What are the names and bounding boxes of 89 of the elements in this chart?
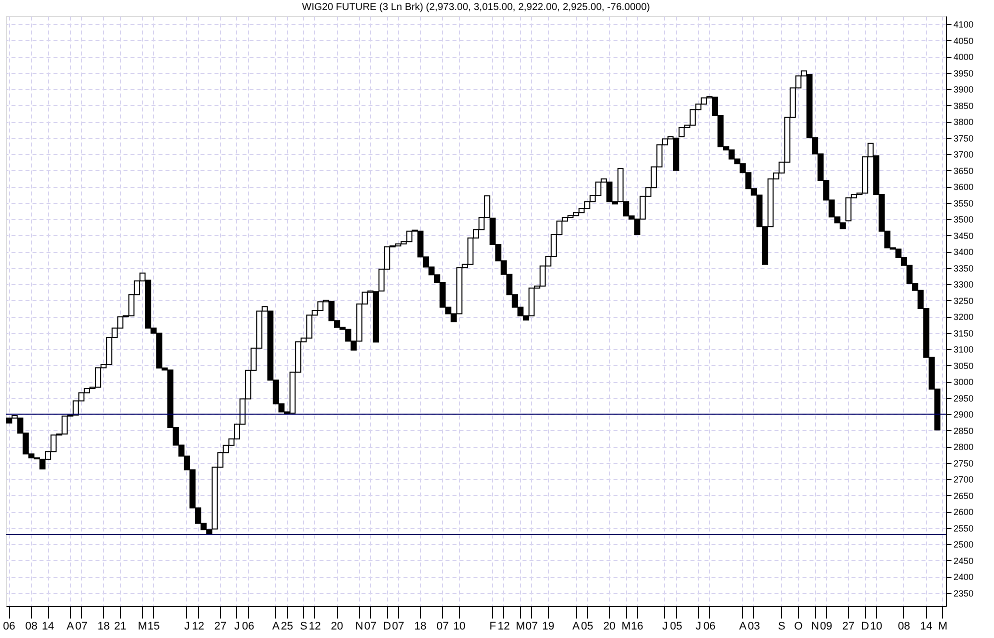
- x-tick-label: D: [383, 620, 392, 632]
- x-tick-label: 05: [670, 620, 682, 632]
- x-tick-label: 16: [631, 620, 644, 632]
- x-tick-label: O: [794, 620, 804, 632]
- x-tick-label: 18: [414, 620, 427, 632]
- y-tick-label: 3850: [954, 100, 974, 111]
- y-tick-label: 2450: [954, 556, 974, 566]
- x-tick-label: N: [355, 620, 364, 632]
- x-tick-label: 20: [603, 620, 616, 632]
- y-tick-label: 3650: [954, 166, 974, 176]
- y-tick-label: 3100: [954, 344, 974, 355]
- y-tick-label: 2550: [954, 523, 974, 534]
- y-tick-label: 2350: [954, 588, 974, 598]
- y-tick-label: 3450: [954, 230, 974, 241]
- x-tick-label: 09: [820, 620, 832, 632]
- x-tick-label: S: [300, 620, 308, 632]
- x-tick-label: 15: [148, 620, 160, 632]
- x-tick-label: 25: [280, 620, 294, 632]
- x-tick-label: J: [662, 620, 668, 632]
- x-tick-label: S: [778, 620, 786, 632]
- x-tick-label: A: [66, 620, 75, 632]
- x-tick-label: M: [516, 620, 526, 632]
- x-tick-label: 12: [498, 620, 510, 632]
- x-tick-label: 10: [870, 620, 882, 632]
- x-tick-label: 18: [97, 620, 110, 632]
- y-tick-label: 2400: [954, 572, 974, 582]
- x-tick-label: 19: [542, 620, 554, 632]
- x-tick-label: 12: [192, 620, 204, 632]
- x-tick-label: 06: [703, 620, 716, 632]
- y-tick-label: 3050: [954, 360, 974, 371]
- chart-title: WIG20 FUTURE (3 Ln Brk) (2,973.00, 3,015.00, 2,922.00, 2,925.00, -76.0000): [302, 2, 650, 13]
- x-tick-label: 07: [436, 620, 449, 632]
- x-tick-label: 07: [392, 620, 404, 632]
- x-tick-label: M: [621, 620, 631, 632]
- x-tick-label: 07: [364, 620, 377, 632]
- y-tick-label: 2500: [954, 540, 974, 550]
- x-tick-label: 21: [114, 620, 126, 632]
- y-tick-label: 3000: [954, 377, 974, 388]
- y-tick-label: 3600: [954, 182, 974, 192]
- x-tick-label: 05: [581, 620, 594, 632]
- x-tick-label: 06: [2, 620, 16, 632]
- y-tick-label: 2650: [954, 490, 974, 501]
- x-tick-label: 07: [525, 620, 538, 632]
- x-tick-label: 06: [242, 620, 254, 632]
- x-tick-label: N: [811, 620, 820, 632]
- x-tick-label: 20: [330, 620, 344, 632]
- y-tick-label: 2800: [954, 442, 974, 452]
- x-tick-label: 07: [75, 620, 88, 632]
- y-tick-label: 3400: [954, 247, 974, 258]
- x-tick-label: 12: [308, 620, 321, 632]
- x-tick-label: J: [696, 620, 702, 632]
- y-tick-label: 2950: [954, 393, 974, 404]
- x-tick-label: M: [138, 620, 148, 632]
- x-tick-label: J: [184, 620, 190, 632]
- y-tick-label: 3200: [954, 312, 974, 322]
- y-tick-label: 3150: [954, 328, 974, 338]
- y-tick-label: 2850: [954, 426, 974, 436]
- x-tick-label: 03: [748, 620, 760, 632]
- x-tick-label: A: [572, 620, 580, 632]
- x-tick-label: 14: [42, 620, 54, 632]
- y-tick-label: 4050: [954, 36, 974, 46]
- y-tick-label: 2900: [954, 410, 974, 420]
- x-tick-label: 08: [25, 620, 38, 632]
- y-tick-label: 4100: [954, 20, 974, 30]
- y-tick-label: 3700: [954, 150, 974, 160]
- y-tick-label: 4000: [954, 52, 974, 62]
- y-tick-label: 3500: [954, 214, 974, 225]
- x-tick-label: 27: [214, 620, 226, 632]
- y-tick-label: 3550: [954, 198, 974, 208]
- x-tick-label: J: [234, 620, 240, 632]
- y-tick-label: 3250: [954, 296, 974, 306]
- x-tick-label: D: [861, 620, 870, 632]
- y-tick-label: 3300: [954, 280, 974, 290]
- y-tick-label: 3350: [954, 263, 974, 274]
- x-tick-label: F: [489, 620, 496, 632]
- y-tick-label: 2600: [954, 507, 974, 518]
- x-tick-label: M: [938, 620, 948, 632]
- y-tick-label: 3900: [954, 84, 974, 95]
- x-tick-label: A: [739, 620, 748, 632]
- x-tick-label: A: [272, 620, 280, 632]
- x-tick-label: 14: [920, 620, 932, 632]
- x-tick-label: 10: [453, 620, 466, 632]
- y-tick-label: 2700: [954, 474, 974, 485]
- y-tick-label: 3750: [954, 133, 974, 144]
- y-tick-label: 3950: [954, 68, 974, 78]
- y-tick-label: 3800: [954, 117, 974, 128]
- y-tick-label: 2750: [954, 458, 974, 468]
- x-tick-label: 08: [898, 620, 910, 632]
- x-tick-label: 27: [842, 620, 855, 632]
